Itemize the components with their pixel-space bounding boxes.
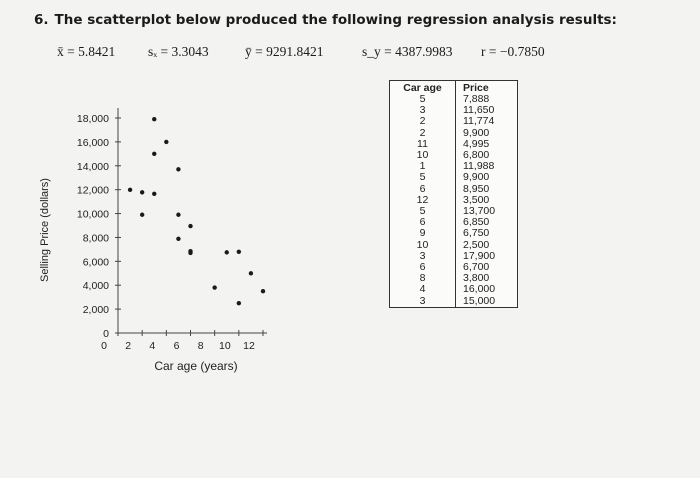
table-row: 3 17,900	[389, 250, 518, 263]
y-tick-label: 14,000	[77, 161, 109, 173]
cell-price: 15,000	[455, 295, 518, 308]
cell-price: 9,900	[455, 127, 518, 139]
y-tick-label: 2,000	[83, 304, 109, 316]
stat-x-sd: sₓ = 3.3043	[148, 44, 209, 59]
data-point	[127, 187, 133, 193]
data-table: Car age Price 5 7,888 3 11,650 2 11,774 2 9,900…	[389, 80, 518, 308]
stat-correlation: r = −0.7850	[481, 44, 545, 59]
cell-car-age: 2	[389, 116, 456, 128]
cell-price: 3,800	[455, 273, 518, 285]
data-point	[212, 285, 217, 290]
cell-price: 2,500	[455, 239, 518, 251]
table-header-row: Car age Price	[389, 80, 518, 94]
y-tick-label: 6,000	[83, 256, 109, 268]
data-point	[176, 236, 181, 241]
table-row: 4 16,000	[389, 284, 518, 296]
table-row: 2 11,774	[389, 116, 518, 128]
data-point	[139, 212, 145, 217]
cell-car-age: 4	[389, 284, 456, 296]
header-car-age: Car age	[389, 80, 456, 94]
y-tick-label: 18,000	[77, 113, 109, 125]
table-row: 5 7,888	[389, 93, 518, 106]
x-tick-label: 12	[243, 340, 255, 352]
y-tick-label: 16,000	[77, 137, 109, 149]
x-tick-label: 4	[149, 340, 155, 352]
question-text: The scatterplot below produced the follo…	[54, 12, 617, 28]
cell-price: 11,650	[455, 104, 518, 117]
question-number: 6.	[34, 12, 49, 28]
x-tick-label: 2	[125, 340, 131, 352]
y-tick-label: 4,000	[83, 280, 109, 292]
cell-price: 11,774	[455, 116, 518, 128]
data-point	[236, 249, 242, 254]
cell-price: 9,900	[455, 172, 518, 184]
cell-price: 6,850	[455, 217, 518, 229]
data-point	[139, 190, 145, 195]
x-tick-label: 6	[174, 340, 180, 352]
question-heading: 6. The scatterplot below produced the fol…	[34, 12, 623, 28]
cell-car-age: 3	[389, 295, 456, 308]
data-point	[188, 250, 193, 256]
cell-car-age: 9	[389, 228, 456, 240]
data-point	[176, 212, 181, 217]
data-point	[260, 288, 266, 294]
y-tick-label: 12,000	[77, 185, 109, 197]
cell-price: 6,750	[455, 228, 518, 240]
table-row: 6 6,850	[389, 217, 518, 229]
table-row: 12 3,500	[389, 194, 518, 207]
stat-y-sd: s_y = 4387.9983	[362, 44, 453, 59]
y-tick-label: 10,000	[77, 209, 109, 221]
table-row: 6 6,700	[389, 261, 518, 274]
data-point	[224, 250, 229, 255]
table-row: 10 6,800	[389, 149, 518, 162]
stat-y-mean: ȳ = 9291.8421	[245, 44, 324, 59]
header-price: Price	[455, 80, 518, 94]
data-point	[176, 167, 181, 172]
cell-price: 7,888	[455, 93, 518, 106]
table-row: 2 9,900	[389, 127, 518, 139]
x-tick-label: 10	[219, 340, 231, 352]
data-point	[152, 151, 157, 157]
x-axis-label: Car age (years)	[154, 359, 237, 373]
data-point	[152, 191, 157, 197]
cell-price: 16,000	[455, 284, 518, 296]
cell-price: 11,988	[455, 161, 518, 173]
data-point	[248, 271, 254, 276]
table-row: 3 15,000	[389, 295, 518, 308]
stat-x-mean: x̄ = 5.8421	[57, 44, 116, 59]
table-row: 11 4,995	[389, 138, 518, 151]
y-tick-label: 0	[103, 328, 109, 340]
cell-car-age: 5	[389, 172, 456, 184]
table-body: 5 7,888 3 11,650 2 11,774 2 9,900 11 4,995 10 6,800…	[389, 93, 518, 308]
cell-price: 3,500	[455, 194, 518, 207]
table-row: 1 11,988	[389, 161, 518, 173]
chart-points	[127, 116, 266, 306]
table-row: 3 11,650	[389, 104, 518, 117]
regression-stats: x̄ = 5.8421 sₓ = 3.3043 ȳ = 9291.8421 s_…	[0, 44, 700, 64]
table-row: 6 8,950	[389, 183, 518, 195]
cell-price: 4,995	[455, 138, 518, 151]
table-row: 10 2,500	[389, 239, 518, 251]
cell-price: 6,700	[455, 261, 518, 274]
table-row: 5 9,900	[389, 172, 518, 184]
y-axis-label: Selling Price (dollars)	[39, 178, 51, 282]
data-point	[164, 139, 169, 145]
cell-price: 6,800	[455, 149, 518, 162]
table-row: 8 3,800	[389, 273, 518, 285]
chart-axes: 0 2,000 4,000 6,000 8,000 10,000 12,000 14,000 1…	[77, 108, 267, 352]
cell-price: 8,950	[455, 183, 518, 195]
y-tick-label: 8,000	[83, 232, 109, 244]
data-point	[236, 300, 242, 306]
x-tick-label: 0	[101, 340, 107, 352]
table-row: 9 6,750	[389, 228, 518, 240]
table-row: 5 13,700	[389, 205, 518, 218]
cell-price: 13,700	[455, 205, 518, 218]
cell-price: 17,900	[455, 250, 518, 263]
data-point	[188, 223, 193, 229]
data-point	[152, 116, 157, 122]
x-tick-label: 8	[198, 340, 204, 352]
